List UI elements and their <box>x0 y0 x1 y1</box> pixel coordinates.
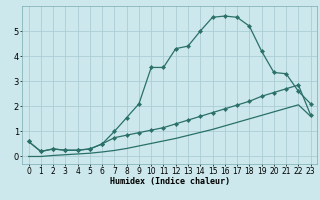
X-axis label: Humidex (Indice chaleur): Humidex (Indice chaleur) <box>110 177 230 186</box>
